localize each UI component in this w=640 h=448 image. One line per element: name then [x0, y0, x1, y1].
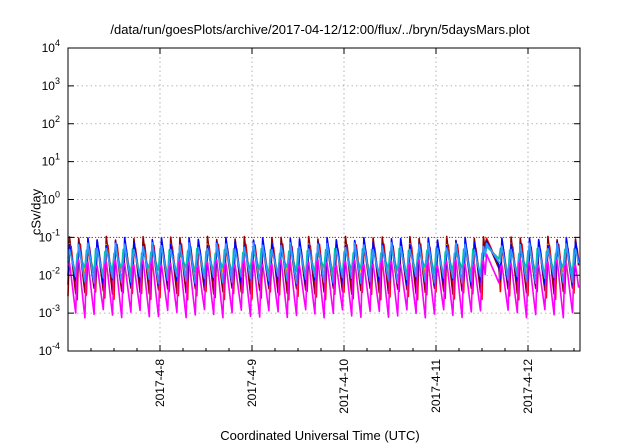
y-tick-label: 10-3	[39, 303, 60, 320]
x-tick-label: 2017-4-11	[429, 359, 443, 413]
x-tick-label: 2017-4-10	[337, 359, 351, 414]
y-tick-label: 101	[42, 152, 60, 169]
x-tick-label: 2017-4-12	[521, 359, 535, 414]
chart-title: /data/run/goesPlots/archive/2017-04-12/1…	[110, 22, 530, 37]
x-tick-label: 2017-4-8	[153, 359, 167, 407]
grid-lines	[68, 48, 580, 351]
y-tick-label: 103	[42, 76, 60, 93]
series-line	[67, 253, 580, 319]
x-tick-label: 2017-4-9	[245, 359, 259, 407]
y-tick-labels: 10-4 10-3 10-2 10-1 100 101 102 103 104	[39, 38, 60, 358]
x-axis-label: Coordinated Universal Time (UTC)	[220, 428, 420, 443]
y-tick-label: 102	[42, 114, 60, 131]
x-tick-labels: 2017-4-8 2017-4-9 2017-4-10 2017-4-11 2017-4…	[153, 359, 535, 414]
y-tick-label: 10-1	[39, 227, 60, 244]
y-tick-label: 100	[42, 190, 60, 207]
y-tick-label: 104	[42, 38, 60, 55]
series-line	[67, 242, 580, 285]
axes	[67, 47, 581, 352]
y-tick-label: 10-4	[39, 341, 60, 358]
y-tick-label: 10-2	[39, 265, 60, 282]
plot-border	[67, 47, 581, 352]
series-lines	[67, 235, 580, 319]
y-axis-label: cSv/day	[28, 188, 44, 236]
